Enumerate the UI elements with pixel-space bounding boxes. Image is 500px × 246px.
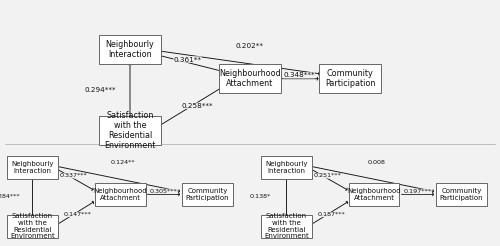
Text: Community
Participation: Community Participation xyxy=(440,188,484,201)
Text: 0.284***: 0.284*** xyxy=(0,194,20,199)
Text: 0.251***: 0.251*** xyxy=(314,173,342,178)
Text: 0.258***: 0.258*** xyxy=(182,103,214,109)
FancyBboxPatch shape xyxy=(219,64,281,93)
Text: Neighbourly
Interaction: Neighbourly Interaction xyxy=(265,161,308,174)
Text: 0.138*: 0.138* xyxy=(250,194,270,199)
Text: Neighbourly
Interaction: Neighbourly Interaction xyxy=(11,161,54,174)
Text: 0.348***: 0.348*** xyxy=(283,72,315,78)
Text: Satisfaction
with the
Residential
Environment: Satisfaction with the Residential Enviro… xyxy=(104,111,156,150)
FancyBboxPatch shape xyxy=(261,156,312,179)
Text: Community
Participation: Community Participation xyxy=(186,188,230,201)
Text: 0.361**: 0.361** xyxy=(174,57,202,62)
Text: 0.294***: 0.294*** xyxy=(84,87,116,93)
Text: 0.305***: 0.305*** xyxy=(150,189,178,194)
FancyBboxPatch shape xyxy=(7,215,58,238)
Text: 0.008: 0.008 xyxy=(368,160,386,165)
Text: 0.202**: 0.202** xyxy=(236,43,264,48)
Text: Neighbourhood
Attachment: Neighbourhood Attachment xyxy=(93,188,147,201)
FancyBboxPatch shape xyxy=(319,64,381,93)
Text: Satisfaction
with the
Residential
Environment: Satisfaction with the Residential Enviro… xyxy=(264,213,309,239)
FancyBboxPatch shape xyxy=(99,34,161,64)
FancyBboxPatch shape xyxy=(436,183,487,206)
Text: Neighbourhood
Attachment: Neighbourhood Attachment xyxy=(219,69,281,88)
Text: 0.187***: 0.187*** xyxy=(318,212,345,217)
FancyBboxPatch shape xyxy=(94,183,146,206)
FancyBboxPatch shape xyxy=(7,156,58,179)
Text: 0.337***: 0.337*** xyxy=(60,173,88,178)
FancyBboxPatch shape xyxy=(261,215,312,238)
Text: 0.124**: 0.124** xyxy=(110,160,135,165)
FancyBboxPatch shape xyxy=(182,183,233,206)
Text: Neighbourly
Interaction: Neighbourly Interaction xyxy=(106,40,154,59)
FancyBboxPatch shape xyxy=(348,183,400,206)
Text: 0.197***: 0.197*** xyxy=(404,189,431,194)
Text: Neighbourhood
Attachment: Neighbourhood Attachment xyxy=(347,188,401,201)
Text: Community
Participation: Community Participation xyxy=(325,69,375,88)
FancyBboxPatch shape xyxy=(99,116,161,145)
Text: Satisfaction
with the
Residential
Environment: Satisfaction with the Residential Enviro… xyxy=(10,213,55,239)
Text: 0.147***: 0.147*** xyxy=(64,212,92,217)
